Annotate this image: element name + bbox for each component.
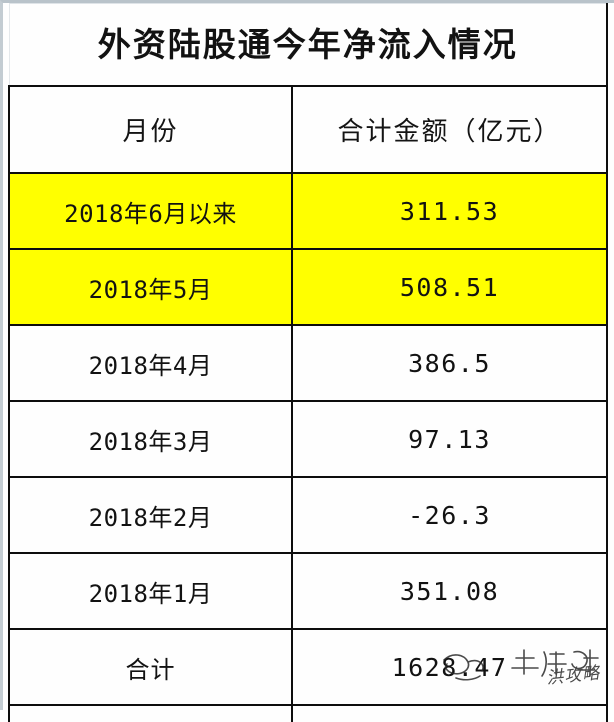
cell-month-label: 2018年6月以来 — [64, 199, 237, 228]
cell-amount-value: 311.53 — [399, 196, 500, 226]
column-header-month-label: 月份 — [122, 117, 179, 147]
cell-month-label: 2018年3月 — [88, 427, 213, 456]
cell-amount-value: 351.08 — [399, 576, 500, 606]
cell-amount-value: 97.13 — [408, 424, 491, 454]
cell-amount-clipped — [291, 704, 608, 722]
table-total-row: 合计 1628.47 — [8, 628, 608, 706]
cell-amount: 508.51 — [291, 248, 608, 326]
table-row: 2018年1月 351.08 — [8, 552, 608, 630]
cell-month: 2018年5月 — [8, 248, 293, 326]
page-title: 外资陆股通今年净流入情况 — [97, 25, 518, 64]
column-header-month: 月份 — [8, 85, 293, 174]
table-container: 外资陆股通今年净流入情况 月份 合计金额（亿元） 2018年6月以来 311.5… — [8, 3, 608, 722]
cell-month-label: 2018年4月 — [88, 351, 213, 380]
cell-amount: -26.3 — [291, 476, 608, 554]
table-row: 2018年4月 386.5 — [8, 324, 608, 402]
cell-amount-value: 386.5 — [408, 348, 491, 378]
cell-amount-total: 1628.47 — [291, 628, 608, 706]
cell-amount: 311.53 — [291, 172, 608, 250]
cell-month-label: 2018年1月 — [88, 579, 213, 608]
cell-amount: 386.5 — [291, 324, 608, 402]
table-row: 2018年5月 508.51 — [8, 248, 608, 326]
net-inflow-table: 外资陆股通今年净流入情况 月份 合计金额（亿元） 2018年6月以来 311.5… — [8, 3, 608, 722]
cell-month-label: 2018年5月 — [88, 275, 213, 304]
cell-month: 2018年6月以来 — [8, 172, 293, 250]
table-title-row: 外资陆股通今年净流入情况 — [8, 3, 608, 87]
table-row: 2018年2月 -26.3 — [8, 476, 608, 554]
table-title-cell: 外资陆股通今年净流入情况 — [8, 3, 608, 87]
cell-amount: 351.08 — [291, 552, 608, 630]
cell-month: 2018年2月 — [8, 476, 293, 554]
cell-month-total-label: 合计 — [125, 655, 176, 684]
cell-month-clipped — [8, 704, 293, 722]
cell-amount-value: -26.3 — [408, 500, 491, 530]
cell-month-label: 2018年2月 — [88, 503, 213, 532]
cell-month: 2018年1月 — [8, 552, 293, 630]
table-header-row: 月份 合计金额（亿元） — [8, 85, 608, 174]
column-header-amount-label: 合计金额（亿元） — [337, 117, 562, 147]
cell-month-total: 合计 — [8, 628, 293, 706]
table-row: 2018年6月以来 311.53 — [8, 172, 608, 250]
cell-amount: 97.13 — [291, 400, 608, 478]
column-header-amount: 合计金额（亿元） — [291, 85, 608, 174]
table-row-clipped — [8, 704, 608, 722]
cell-amount-value: 508.51 — [399, 272, 500, 302]
table-row: 2018年3月 97.13 — [8, 400, 608, 478]
cell-month: 2018年4月 — [8, 324, 293, 402]
cell-amount-total-value: 1628.47 — [391, 652, 508, 682]
cell-month: 2018年3月 — [8, 400, 293, 478]
